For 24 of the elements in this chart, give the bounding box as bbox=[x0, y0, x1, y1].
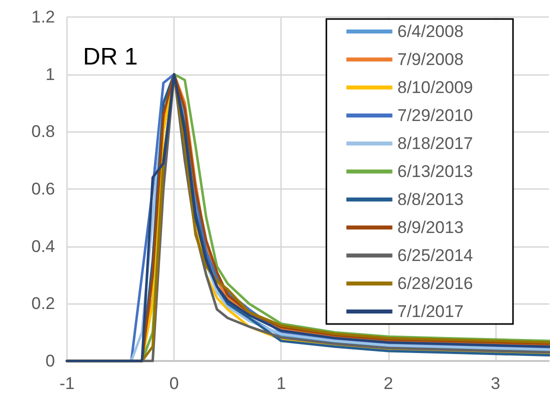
legend-label: 6/28/2016 bbox=[397, 274, 474, 293]
x-tick-label: -1 bbox=[59, 374, 75, 393]
legend-label: 7/9/2008 bbox=[397, 50, 464, 69]
y-tick-label: 0 bbox=[46, 352, 55, 370]
y-tick-label: 1 bbox=[46, 64, 55, 84]
text: DR 1 bbox=[83, 44, 138, 70]
x-tick-label: 3 bbox=[490, 374, 500, 393]
y-tick-label: 0.8 bbox=[31, 122, 55, 142]
y-tick-label: 0.2 bbox=[31, 294, 55, 314]
x-tick-label: 0 bbox=[169, 374, 179, 393]
x-tick-label: 1 bbox=[276, 374, 286, 393]
y-tick-label: 1.2 bbox=[31, 8, 55, 26]
legend-label: 8/8/2013 bbox=[397, 190, 464, 209]
legend-label: 6/25/2014 bbox=[397, 246, 474, 265]
legend-label: 7/29/2010 bbox=[397, 106, 474, 125]
x-tick-label: 2 bbox=[384, 374, 394, 393]
legend-label: 6/13/2013 bbox=[397, 162, 474, 181]
legend-label: 8/9/2013 bbox=[397, 218, 464, 237]
legend-label: 6/4/2008 bbox=[397, 22, 464, 41]
y-tick-label: 0.6 bbox=[31, 180, 55, 198]
legend-label: 8/18/2017 bbox=[397, 134, 474, 153]
legend-label: 8/10/2009 bbox=[397, 78, 474, 97]
y-tick-label: 0.4 bbox=[31, 236, 55, 256]
legend-label: 7/1/2017 bbox=[397, 302, 464, 321]
